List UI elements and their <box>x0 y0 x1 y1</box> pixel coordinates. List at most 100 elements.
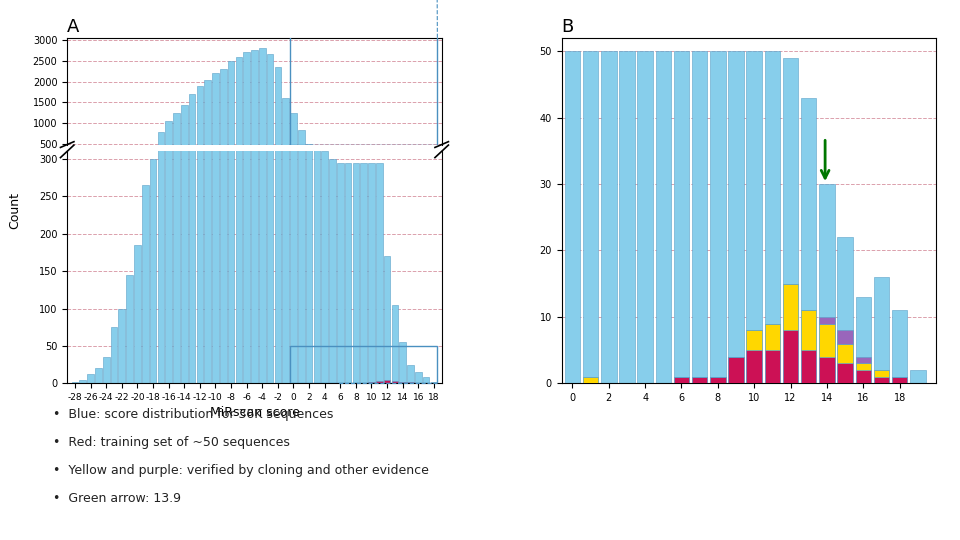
Bar <box>656 51 671 383</box>
Bar <box>204 79 211 165</box>
Bar <box>118 161 125 165</box>
Bar <box>314 73 321 383</box>
Bar <box>290 19 438 145</box>
Bar <box>95 368 102 383</box>
Bar <box>674 377 689 383</box>
Bar <box>874 277 889 383</box>
Bar <box>710 377 726 383</box>
Bar <box>165 0 172 383</box>
Bar <box>855 297 871 383</box>
Bar <box>110 162 117 165</box>
Bar <box>157 132 164 165</box>
Bar <box>392 160 398 165</box>
Bar <box>564 51 580 383</box>
Text: Count: Count <box>8 192 21 229</box>
Bar <box>729 357 744 383</box>
Bar <box>855 357 871 363</box>
Bar <box>212 73 219 165</box>
Bar <box>243 52 250 165</box>
Bar <box>275 0 281 383</box>
Bar <box>399 342 406 383</box>
Bar <box>212 0 219 383</box>
Bar <box>837 330 852 343</box>
Bar <box>134 157 141 165</box>
Bar <box>674 51 689 383</box>
Bar <box>252 50 257 165</box>
Bar <box>142 185 149 383</box>
Bar <box>819 317 834 323</box>
Bar <box>837 363 852 383</box>
Bar <box>290 113 297 165</box>
Text: A: A <box>67 18 80 36</box>
Bar <box>801 350 816 383</box>
Bar <box>267 55 274 165</box>
Bar <box>801 98 816 383</box>
Bar <box>619 51 635 383</box>
Bar <box>855 363 871 370</box>
Bar <box>228 0 234 383</box>
Bar <box>765 323 780 350</box>
Bar <box>837 237 852 383</box>
Bar <box>352 163 359 383</box>
Bar <box>368 163 374 383</box>
Bar <box>204 0 211 383</box>
Bar <box>95 164 102 165</box>
Bar <box>189 0 195 383</box>
Bar <box>118 308 125 383</box>
Bar <box>422 377 429 383</box>
Bar <box>235 57 242 165</box>
Bar <box>189 94 195 165</box>
Bar <box>290 346 438 383</box>
X-axis label: MiRscan score: MiRscan score <box>209 406 300 419</box>
Bar <box>173 113 180 165</box>
Bar <box>801 310 816 350</box>
Bar <box>150 159 156 383</box>
Bar <box>197 0 204 383</box>
Bar <box>282 98 289 165</box>
Bar <box>87 374 94 383</box>
Bar <box>376 153 383 165</box>
Bar <box>150 152 156 165</box>
Bar <box>337 153 344 165</box>
Bar <box>127 275 132 383</box>
Bar <box>72 382 79 383</box>
Bar <box>368 382 374 383</box>
Text: •  Yellow and purple: verified by cloning and other evidence: • Yellow and purple: verified by cloning… <box>53 464 429 477</box>
Bar <box>142 154 149 165</box>
Bar <box>305 144 312 165</box>
Bar <box>399 382 406 383</box>
Bar <box>127 159 132 165</box>
Bar <box>110 327 117 383</box>
Bar <box>910 370 925 383</box>
Bar <box>765 350 780 383</box>
Bar <box>692 377 708 383</box>
Bar <box>165 121 172 165</box>
Text: B: B <box>562 18 574 36</box>
Bar <box>874 370 889 377</box>
Bar <box>360 163 367 383</box>
Bar <box>235 0 242 383</box>
Bar <box>376 381 383 383</box>
Text: •  Blue: score distribution for 36K sequences: • Blue: score distribution for 36K seque… <box>53 408 333 421</box>
Bar <box>267 0 274 383</box>
Bar <box>415 372 421 383</box>
Bar <box>637 51 653 383</box>
Text: •  Green arrow: 13.9: • Green arrow: 13.9 <box>53 492 180 505</box>
Bar <box>601 51 616 383</box>
Bar <box>220 0 227 383</box>
Bar <box>180 0 187 383</box>
Bar <box>329 152 336 165</box>
Bar <box>305 9 312 383</box>
Bar <box>747 350 762 383</box>
Bar <box>407 382 414 383</box>
Bar <box>729 51 744 383</box>
Bar <box>892 310 907 383</box>
Bar <box>252 0 257 383</box>
Bar <box>892 377 907 383</box>
Bar <box>180 105 187 165</box>
Bar <box>197 86 204 165</box>
Bar <box>431 382 437 383</box>
Bar <box>345 153 351 165</box>
Bar <box>855 370 871 383</box>
Bar <box>765 51 780 383</box>
